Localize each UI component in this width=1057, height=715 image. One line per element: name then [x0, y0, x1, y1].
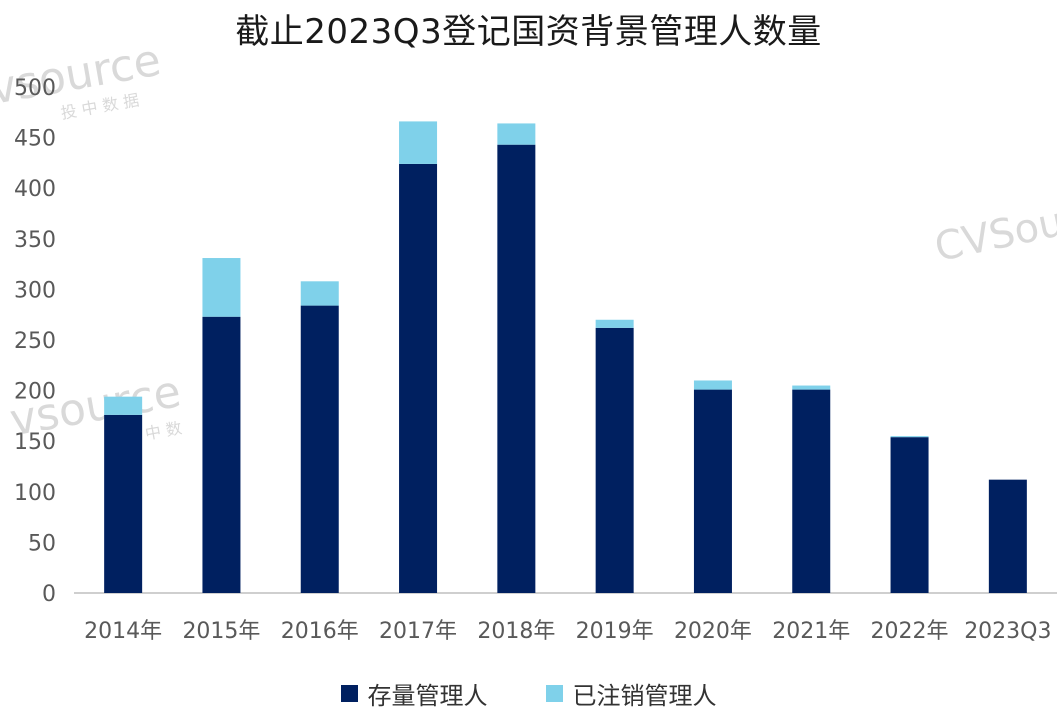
axis-group: 0 50 100 150 200 250 300 350 400 450 500 2014年 2015年…	[14, 76, 1057, 644]
bar-existing	[890, 437, 929, 593]
bar-cancelled	[595, 319, 634, 328]
x-tick-label: 2020年	[674, 619, 752, 644]
x-tick-label: 2015年	[182, 619, 260, 644]
bar-existing	[595, 327, 634, 593]
bar-cancelled	[202, 258, 241, 317]
x-tick-label: 2018年	[477, 619, 555, 644]
legend-item-cancelled[interactable]: 已注销管理人	[545, 676, 717, 711]
legend-swatch-cancelled	[545, 685, 563, 702]
y-tick-label: 100	[14, 481, 56, 506]
bar-cancelled	[399, 121, 438, 164]
bar-existing	[792, 389, 831, 593]
y-tick-label: 400	[14, 177, 56, 202]
y-tick-label: 250	[14, 329, 56, 354]
bar-existing	[693, 389, 732, 593]
y-tick-label: 200	[14, 380, 56, 405]
legend-item-existing[interactable]: 存量管理人	[340, 676, 488, 711]
legend: 存量管理人 已注销管理人	[0, 676, 1057, 711]
bar-existing	[399, 163, 438, 594]
bar-cancelled	[104, 396, 143, 415]
bar-cancelled	[890, 436, 929, 438]
bar-existing	[988, 479, 1027, 593]
y-tick-label: 450	[14, 127, 56, 152]
x-tick-label: 2021年	[772, 619, 850, 644]
y-tick-label: 500	[14, 76, 56, 101]
x-tick-label: 2019年	[576, 619, 654, 644]
bar-existing	[497, 144, 536, 593]
bar-existing	[202, 316, 241, 593]
x-tick-label: 2014年	[84, 619, 162, 644]
legend-label-existing: 存量管理人	[367, 682, 488, 710]
y-tick-label: 300	[14, 278, 56, 303]
bar-cancelled	[693, 380, 732, 390]
y-tick-label: 50	[28, 531, 56, 556]
bar-existing	[104, 414, 143, 593]
legend-swatch-existing	[340, 685, 358, 702]
bar-cancelled	[497, 123, 536, 145]
y-tick-label: 0	[42, 582, 56, 607]
bar-existing	[300, 305, 339, 593]
chart-title: 截止2023Q3登记国资背景管理人数量	[235, 12, 822, 52]
legend-label-cancelled: 已注销管理人	[572, 682, 717, 710]
bars-group	[104, 121, 1027, 594]
bar-cancelled	[792, 385, 831, 390]
x-tick-label: 2023Q3	[964, 619, 1051, 644]
bar-cancelled	[300, 281, 339, 306]
x-tick-label: 2022年	[871, 619, 949, 644]
y-tick-label: 150	[14, 430, 56, 455]
x-tick-label: 2016年	[281, 619, 359, 644]
x-tick-label: 2017年	[379, 619, 457, 644]
y-tick-label: 350	[14, 228, 56, 253]
watermark-text: CVSource	[931, 186, 1057, 271]
